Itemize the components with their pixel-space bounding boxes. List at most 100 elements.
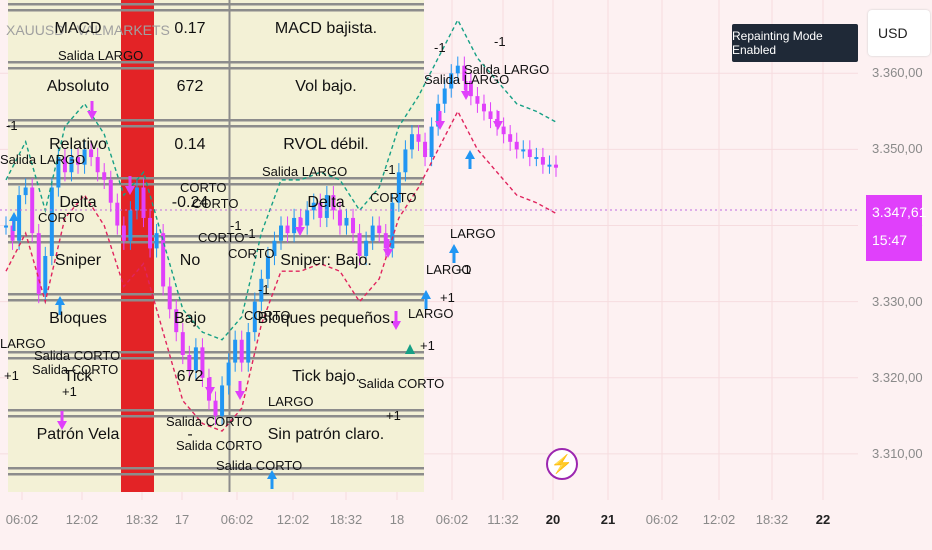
sell-arrow-icon [383,239,393,258]
candle-body [108,179,113,203]
candle-body [429,126,434,158]
signal-label: LARGO [426,262,472,277]
time-tick-label: 21 [600,512,616,527]
buy-arrow-icon [421,290,431,309]
table-divider [8,3,424,6]
buy-arrow-icon [267,470,277,489]
candle-body [174,309,179,333]
candle-body [442,88,447,104]
candle-body [265,256,270,279]
candle-body [56,157,61,188]
symbol-title: XAUUSD · VALMARKETS [6,22,170,38]
signal-label: LARGO [0,336,46,351]
table-cell-value: No [179,252,201,269]
candle-body [351,217,356,234]
table-cell-comment: Tick bajo. [292,368,360,385]
sell-arrow-icon [493,111,503,130]
signal-label: LARGO [268,394,314,409]
table-divider [8,473,424,476]
table-cell-value: 672 [176,78,204,95]
table-cell-comment: MACD bajista. [274,20,378,37]
signal-label: Salida LARGO [424,72,510,87]
candle-body [416,134,421,142]
signal-label: CORTO [180,180,227,195]
candle-body [213,400,218,416]
candle-body [357,233,362,256]
price-tick-label: 3.310,00 [872,445,923,461]
candle-body [292,217,297,234]
buy-arrow-icon [465,150,475,169]
lightning-icon[interactable]: ⚡ [546,448,578,480]
candle-body [501,126,506,135]
signal-label: +1 [62,384,77,399]
candle-body [383,233,388,249]
time-tick-label: 12:02 [65,512,99,527]
candle-body [305,210,310,226]
signal-label: -1 [494,34,506,49]
candle-body [547,164,552,167]
table-divider [8,235,424,238]
repaint-mode-badge: Repainting Mode Enabled [732,24,858,62]
sell-arrow-icon [461,81,471,100]
candle-body [128,210,133,241]
signal-label: -1 [244,226,256,241]
currency-button[interactable]: USD [868,10,930,56]
candle-body [200,347,205,378]
table-cell-comment: Sniper: Bajo. [280,252,372,269]
sell-arrow-icon [435,111,445,130]
candle-body [121,225,126,241]
candle-body [82,149,87,165]
candle-body [95,157,100,173]
candle-body [49,187,54,256]
candle-body [481,103,486,112]
signal-label: Salida CORTO [32,362,119,377]
signal-label: LARGO [408,306,454,321]
price-tick-label: 3.350,00 [872,141,923,157]
candle-body [161,233,166,287]
time-tick-label: 20 [545,512,561,527]
candle-body [390,202,395,249]
table-divider [8,357,424,360]
table-divider [8,67,424,70]
signal-label: +1 [456,262,471,277]
candle-body [337,210,342,226]
sell-arrow-icon [391,311,401,330]
table-cell-value: 0.14 [174,136,206,153]
table-divider [8,119,424,122]
candle-body [527,149,532,158]
signal-label: -1 [230,218,242,233]
candle-body [449,73,454,89]
signal-label: Salida LARGO [464,62,550,77]
candle-body [436,103,441,127]
candle-body [252,301,257,333]
candle-body [69,157,74,173]
table-cell-comment: RVOL débil. [283,136,369,153]
signal-label: CORTO [192,196,239,211]
signal-label: CORTO [38,210,85,225]
signal-label: +1 [386,408,401,423]
candle-body [488,111,493,119]
candle-body [514,141,519,150]
candle-body [154,233,159,249]
candle-body [377,225,382,234]
signal-label: -1 [384,162,396,177]
triangle-marker-icon [405,344,415,354]
candle-body [4,225,8,228]
candle-body [102,172,107,180]
table-cell-name: MACD [54,20,102,37]
table-divider [8,183,424,186]
sell-arrow-icon [125,176,135,195]
candle-body [62,157,67,173]
dashed-bands [5,18,557,432]
candle-body [364,240,369,256]
candle-body [455,65,460,74]
candle-body [30,187,35,234]
candle-body [534,157,539,160]
signal-label: +1 [420,338,435,353]
candle-body [540,157,545,165]
signal-label: LARGO [450,226,496,241]
candle-body [324,195,329,218]
candle-body [239,339,244,363]
price-tick-label: 3.320,00 [872,369,923,385]
